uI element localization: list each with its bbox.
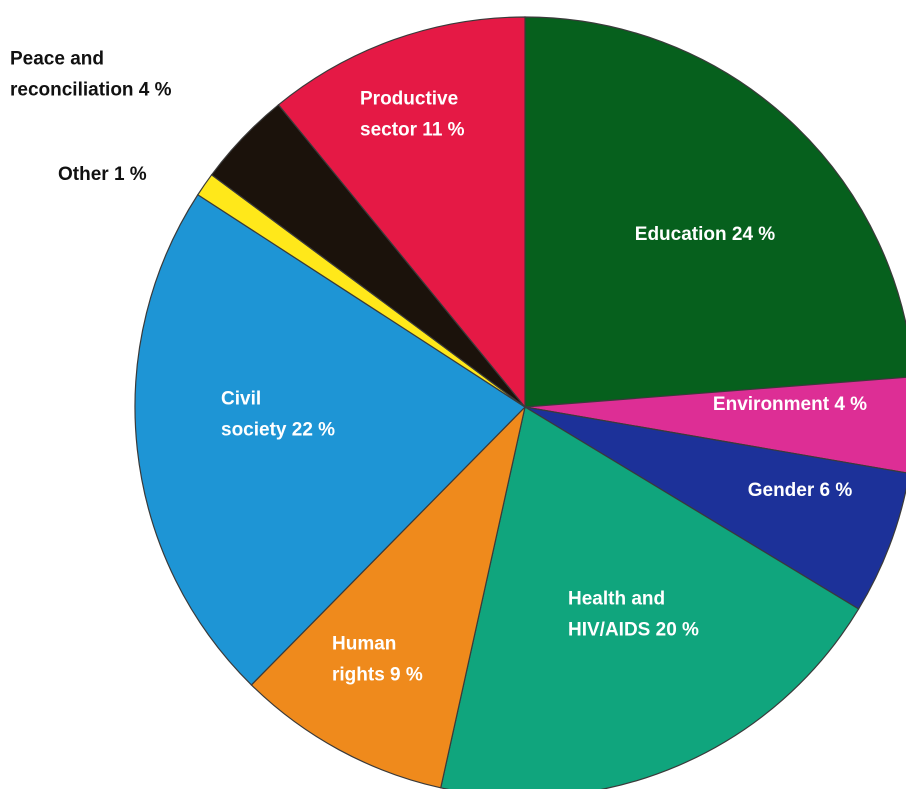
slice-label-line: HIV/AIDS 20 % — [568, 620, 699, 641]
slice-label-line: reconciliation 4 % — [10, 80, 172, 101]
slice-label-line: rights 9 % — [332, 665, 423, 686]
labels-layer: Education 24 % Environment 4 % Gender 6 % H… — [10, 49, 867, 686]
pie-slice-civil — [134, 193, 526, 686]
slices-layer — [134, 16, 906, 794]
slice-label-gender: Gender 6 % — [748, 480, 853, 501]
slice-label-line: Productive — [360, 89, 458, 110]
pie-slice-gender — [524, 406, 906, 610]
slice-label-line: society 22 % — [221, 420, 335, 441]
slice-label-health-and: Health and HIV/AIDS 20 % — [568, 589, 699, 641]
slice-label-peace-and: Peace and reconciliation 4 % — [10, 49, 172, 101]
slice-label-line: Other 1 % — [58, 164, 147, 185]
pie-slice-environment — [524, 376, 906, 474]
slice-label-line: Health and — [568, 589, 665, 610]
pie-slice-health-and — [440, 406, 860, 794]
slice-label-line: Environment 4 % — [713, 394, 867, 415]
slice-label-line: sector 11 % — [360, 120, 465, 141]
slice-label-human: Human rights 9 % — [332, 634, 423, 686]
pie-slice-education — [524, 16, 906, 408]
slice-label-other: Other 1 % — [58, 164, 147, 185]
slice-label-line: Civil — [221, 389, 261, 410]
slice-label-civil: Civil society 22 % — [221, 389, 335, 441]
pie-slice-human — [250, 405, 527, 789]
slice-label-line: Human — [332, 634, 396, 655]
slice-label-line: Gender 6 % — [748, 480, 853, 501]
slice-label-productive: Productive sector 11 % — [360, 89, 465, 141]
slice-label-environment: Environment 4 % — [713, 394, 867, 415]
slice-label-line: Peace and — [10, 49, 104, 70]
slice-label-line: Education 24 % — [635, 224, 776, 245]
pie-slice-productive — [277, 16, 526, 409]
slice-label-education: Education 24 % — [635, 224, 776, 245]
